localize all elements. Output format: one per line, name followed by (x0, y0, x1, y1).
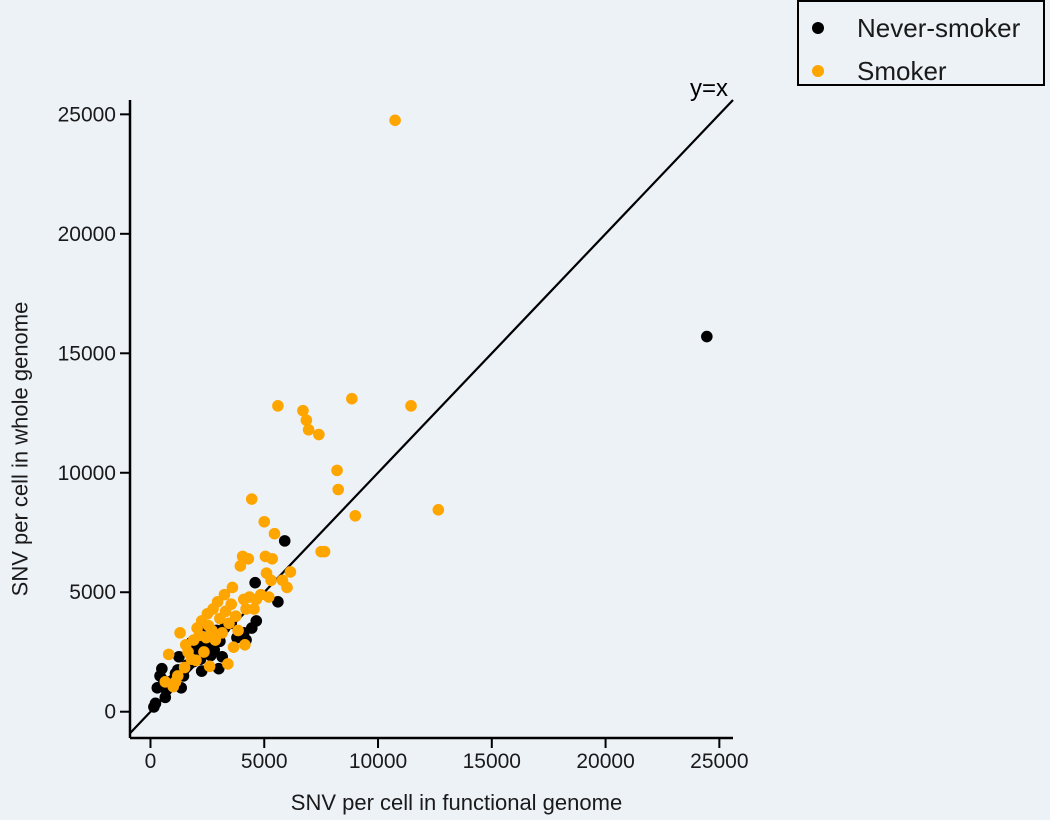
never-smoker-point (212, 662, 225, 675)
smoker-point (432, 504, 445, 516)
legend-item-never-smoker: Never-smoker (799, 8, 1020, 48)
smoker-point (258, 515, 271, 528)
x-axis-title: SNV per cell in functional genome (291, 790, 622, 815)
smoker-point (174, 627, 186, 639)
never-smoker-point (149, 697, 162, 710)
smoker-point (206, 624, 218, 637)
smoker-point (268, 527, 281, 540)
legend-marker-smoker (812, 65, 824, 77)
x-tick-label: 25000 (690, 750, 748, 773)
smoker-point (346, 392, 358, 405)
y-axis-ticks: 0 5000 10000 15000 20000 25000 (58, 103, 130, 724)
smoker-point (226, 581, 239, 594)
y-axis-title: SNV per cell in whole genome (8, 302, 33, 597)
smoker-points (159, 114, 445, 693)
smoker-point (216, 627, 228, 639)
smoker-point (265, 574, 277, 587)
smoker-point (281, 581, 293, 594)
smoker-point (178, 661, 191, 674)
smoker-point (389, 114, 401, 127)
smoker-point (203, 660, 216, 673)
y-tick-label: 0 (104, 701, 116, 724)
smoker-point (242, 552, 255, 565)
never-smoker-point (208, 643, 220, 656)
smoker-point (162, 648, 175, 661)
y-tick-label: 15000 (58, 342, 116, 365)
legend-item-smoker: Smoker (799, 51, 947, 91)
x-tick-label: 20000 (576, 750, 634, 773)
smoker-point (300, 414, 313, 426)
x-tick-label: 0 (145, 750, 157, 773)
smoker-point (225, 598, 238, 610)
x-axis-ticks: 0 5000 10000 15000 20000 25000 (145, 738, 749, 773)
smoker-point (234, 560, 247, 572)
legend: Never-smoker Smoker (797, 0, 1045, 86)
never-smoker-point (250, 615, 263, 627)
y-tick-label: 10000 (58, 462, 116, 485)
smoker-point (313, 428, 325, 441)
smoker-point (263, 591, 275, 603)
x-tick-label: 15000 (463, 750, 521, 773)
smoker-point (272, 400, 284, 412)
y-tick-label: 25000 (58, 103, 116, 126)
smoker-point (405, 400, 417, 412)
legend-marker-never-smoker (812, 22, 824, 34)
smoker-point (331, 464, 343, 477)
legend-label-never-smoker: Never-smoker (857, 12, 1021, 43)
smoker-point (218, 588, 231, 601)
never-smoker-point (249, 576, 261, 589)
smoker-point (240, 603, 252, 615)
smoker-point (227, 641, 240, 653)
smoker-point (239, 639, 251, 651)
smoker-point (232, 624, 244, 637)
x-tick-label: 5000 (241, 750, 288, 773)
y-tick-label: 5000 (69, 581, 116, 604)
never-smoker-point (701, 330, 713, 343)
smoker-point (171, 670, 184, 682)
smoker-point (190, 654, 202, 667)
smoker-point (198, 646, 210, 658)
smoker-point (302, 423, 315, 436)
legend-label-smoker: Smoker (857, 55, 947, 86)
smoker-point (266, 552, 279, 565)
smoker-point (349, 509, 362, 522)
never-smoker-points (148, 330, 713, 713)
never-smoker-point (156, 662, 168, 675)
smoker-point (248, 603, 260, 615)
smoker-point (318, 545, 331, 558)
x-tick-label: 10000 (349, 750, 407, 773)
smoker-point (245, 493, 258, 505)
smoker-point (230, 610, 242, 622)
y-tick-label: 20000 (58, 223, 116, 246)
reference-line-label: y=x (690, 75, 728, 102)
smoker-point (284, 566, 297, 578)
never-smoker-point (272, 595, 284, 608)
never-smoker-point (173, 650, 185, 663)
smoker-point (297, 404, 309, 417)
never-smoker-point (278, 535, 291, 547)
smoker-point (222, 658, 234, 670)
smoker-point (332, 483, 345, 496)
